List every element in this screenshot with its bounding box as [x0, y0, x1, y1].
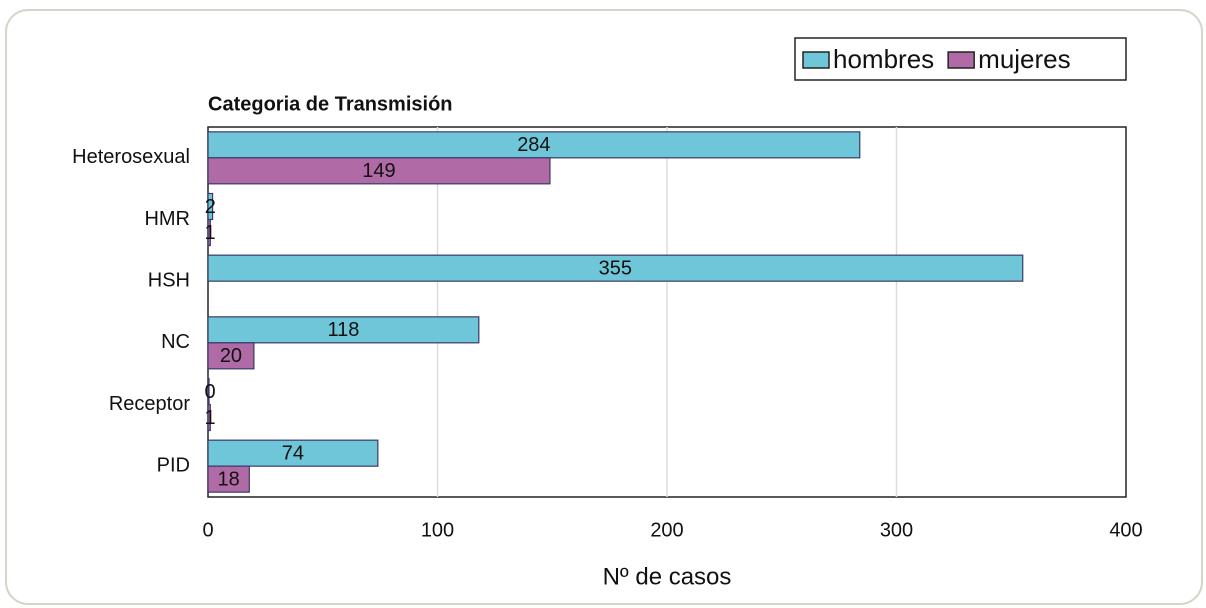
y-tick-label: HSH: [148, 269, 190, 291]
x-tick-label: 400: [1109, 519, 1142, 541]
data-label: 355: [599, 257, 632, 279]
data-label: 118: [327, 319, 359, 341]
bar: [207, 218, 211, 247]
bar: [207, 131, 861, 159]
legend-label: mujeres: [978, 44, 1070, 74]
y-tick-label: HMR: [144, 208, 190, 230]
bar: [207, 254, 1024, 282]
x-tick-label: 100: [421, 519, 454, 541]
legend-label: hombres: [833, 44, 934, 74]
data-label: 149: [362, 160, 395, 182]
data-label: 1: [204, 407, 215, 429]
bar: [207, 342, 255, 370]
data-label: 74: [282, 442, 304, 464]
data-label: 0: [204, 381, 215, 403]
y-tick-label: Receptor: [109, 393, 190, 415]
x-axis-label: Nº de casos: [603, 563, 732, 590]
bar: [207, 465, 250, 493]
data-label: 1: [204, 222, 215, 244]
y-tick-label: Heterosexual: [72, 146, 190, 168]
y-tick-label: NC: [161, 331, 190, 353]
legend-swatch: [947, 51, 975, 69]
x-tick-label: 300: [880, 519, 913, 541]
x-tick-label: 200: [650, 519, 683, 541]
data-label: 284: [517, 134, 550, 156]
chart-title: Categoria de Transmisión: [208, 93, 453, 115]
bar: [207, 439, 379, 467]
data-label: 2: [205, 196, 216, 218]
legend-swatch: [802, 51, 830, 69]
bar: [207, 157, 551, 185]
data-label: 20: [220, 345, 242, 367]
data-label: 18: [218, 468, 240, 490]
bar: [207, 316, 480, 344]
x-tick-label: 0: [202, 519, 213, 541]
bar: [207, 403, 211, 432]
y-tick-label: PID: [157, 454, 190, 476]
